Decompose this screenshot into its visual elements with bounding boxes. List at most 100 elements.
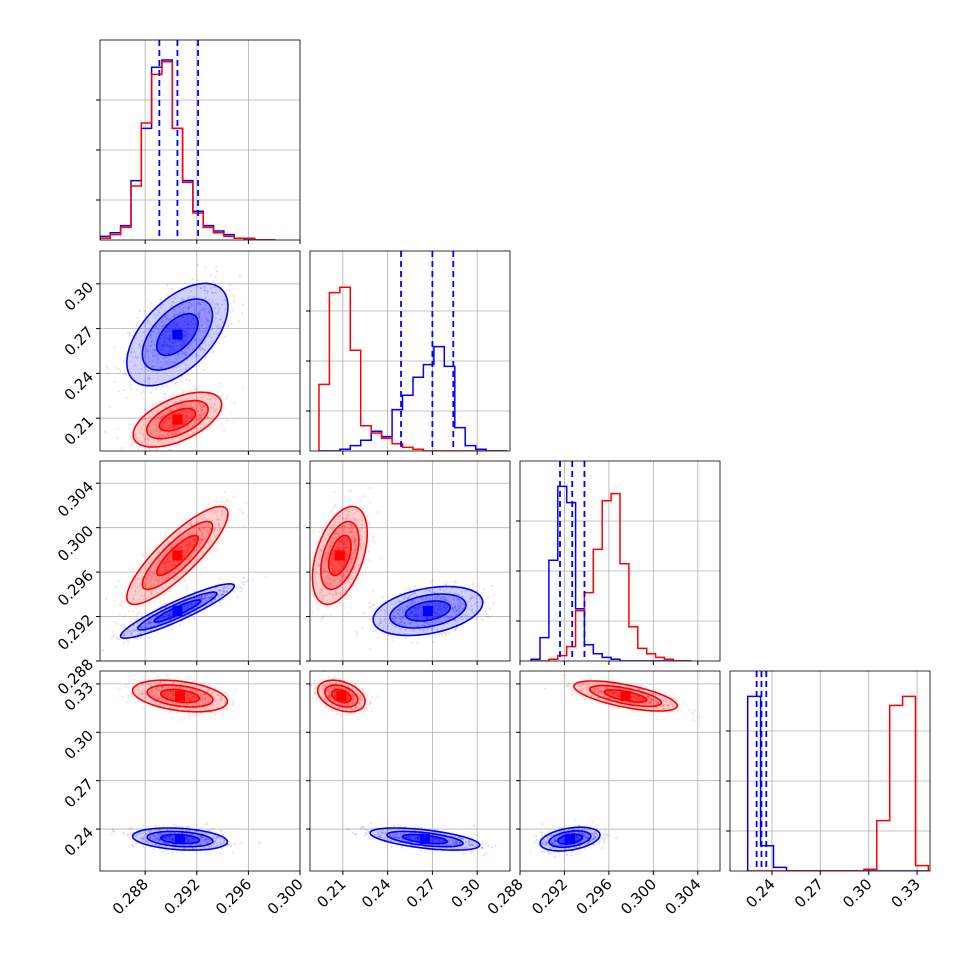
scatter-point bbox=[242, 576, 245, 579]
scatter-point bbox=[179, 410, 182, 413]
scatter-point bbox=[174, 542, 177, 545]
scatter-point bbox=[190, 545, 193, 548]
scatter-point bbox=[144, 322, 147, 325]
scatter-point bbox=[188, 332, 191, 336]
scatter-point bbox=[166, 337, 169, 340]
scatter-point bbox=[183, 517, 186, 520]
scatter-point bbox=[206, 416, 209, 419]
scatter-point bbox=[169, 323, 172, 326]
scatter-point bbox=[173, 543, 176, 546]
scatter-point bbox=[185, 351, 188, 354]
scatter-point bbox=[174, 824, 178, 827]
scatter-point bbox=[368, 601, 371, 605]
scatter-point bbox=[214, 276, 217, 279]
scatter-point bbox=[174, 321, 177, 325]
scatter-point bbox=[363, 495, 367, 498]
scatter-point bbox=[161, 425, 164, 428]
scatter-point bbox=[238, 274, 241, 277]
scatter-point bbox=[376, 636, 379, 640]
scatter-point bbox=[135, 617, 138, 621]
scatter-point bbox=[172, 301, 175, 304]
scatter-point bbox=[199, 413, 202, 416]
scatter-point bbox=[196, 713, 199, 716]
scatter-point bbox=[174, 323, 177, 326]
scatter-point bbox=[440, 632, 443, 635]
scatter-point bbox=[136, 389, 139, 392]
scatter-point bbox=[134, 336, 137, 340]
scatter-point bbox=[196, 409, 200, 412]
scatter-point bbox=[193, 532, 196, 535]
scatter-point bbox=[156, 357, 160, 360]
scatter-point bbox=[189, 414, 192, 417]
scatter-point bbox=[157, 579, 160, 582]
scatter-point bbox=[215, 407, 218, 410]
scatter-point bbox=[169, 326, 172, 329]
scatter-point bbox=[187, 606, 190, 609]
scatter-point bbox=[187, 332, 190, 335]
scatter-point bbox=[153, 672, 157, 675]
scatter-point bbox=[155, 326, 158, 329]
scatter-point bbox=[150, 577, 153, 580]
scatter-point bbox=[222, 587, 225, 590]
scatter-point bbox=[182, 422, 185, 425]
scatter-point bbox=[150, 567, 153, 570]
scatter-point bbox=[223, 430, 226, 433]
scatter-point bbox=[156, 430, 159, 433]
scatter-point bbox=[203, 411, 206, 415]
scatter-point bbox=[123, 623, 126, 626]
scatter-point bbox=[136, 586, 139, 589]
scatter-point bbox=[149, 570, 152, 573]
scatter-point bbox=[153, 431, 156, 434]
scatter-point bbox=[182, 323, 185, 326]
scatter-point bbox=[186, 320, 189, 323]
scatter-point bbox=[117, 638, 120, 641]
scatter-point bbox=[156, 427, 160, 430]
scatter-point bbox=[187, 714, 190, 717]
scatter-point bbox=[207, 319, 210, 322]
scatter-point bbox=[171, 627, 174, 630]
scatter-point bbox=[182, 335, 185, 338]
scatter-point bbox=[171, 434, 174, 437]
scatter-point bbox=[188, 323, 191, 326]
scatter-point bbox=[144, 417, 147, 420]
scatter-point bbox=[148, 580, 151, 583]
scatter-point bbox=[209, 597, 212, 600]
scatter-point bbox=[185, 559, 188, 562]
scatter-point bbox=[145, 576, 148, 579]
scatter-point bbox=[125, 374, 128, 377]
scatter-point bbox=[128, 837, 132, 840]
scatter-point bbox=[158, 550, 161, 554]
scatter-point bbox=[174, 348, 177, 351]
scatter-point bbox=[146, 369, 149, 372]
scatter-point bbox=[133, 584, 136, 587]
scatter-point bbox=[143, 582, 146, 586]
scatter-point bbox=[193, 296, 196, 299]
scatter-point bbox=[149, 391, 153, 394]
scatter-point bbox=[199, 348, 202, 351]
scatter-point bbox=[198, 303, 201, 306]
scatter-point bbox=[165, 402, 168, 405]
scatter-point bbox=[149, 415, 152, 418]
scatter-point bbox=[187, 411, 190, 414]
scatter-point bbox=[161, 422, 164, 425]
scatter-point bbox=[195, 342, 198, 345]
scatter-point bbox=[190, 605, 194, 608]
scatter-point bbox=[215, 302, 219, 305]
scatter-point bbox=[178, 327, 182, 330]
scatter-point bbox=[229, 508, 232, 511]
scatter-point bbox=[177, 412, 181, 415]
scatter-point bbox=[214, 511, 217, 514]
scatter-point bbox=[165, 531, 168, 535]
scatter-point bbox=[211, 291, 214, 294]
scatter-point bbox=[157, 421, 160, 424]
scatter-point bbox=[178, 311, 181, 314]
scatter-point bbox=[193, 388, 196, 391]
scatter-point bbox=[217, 310, 220, 313]
scatter-point bbox=[182, 352, 185, 355]
scatter-point bbox=[193, 420, 196, 423]
scatter-point bbox=[138, 563, 141, 567]
scatter-point bbox=[198, 403, 201, 406]
scatter-point bbox=[226, 500, 229, 503]
scatter-point bbox=[212, 280, 215, 283]
